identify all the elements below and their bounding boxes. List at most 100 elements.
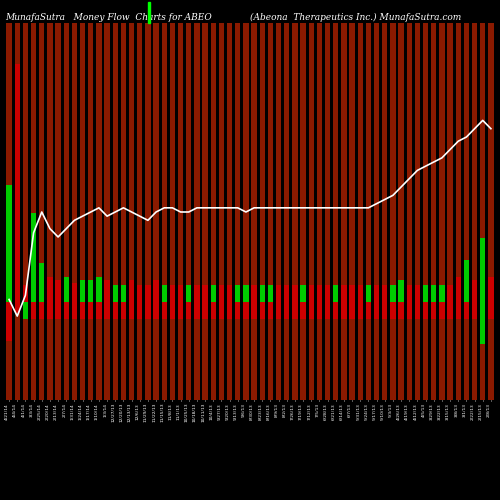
Bar	[350, 302, 354, 400]
Bar	[350, 286, 354, 302]
Bar	[6, 184, 12, 302]
Bar	[350, 22, 354, 302]
Bar	[96, 22, 102, 302]
Bar	[480, 22, 486, 302]
Bar	[39, 22, 44, 302]
Bar	[219, 302, 224, 319]
Bar	[170, 22, 175, 302]
Bar	[210, 302, 216, 319]
Bar	[276, 22, 281, 302]
Bar	[276, 302, 281, 400]
Bar	[186, 286, 192, 302]
Bar	[366, 286, 371, 302]
Bar	[194, 302, 200, 319]
Bar	[333, 22, 338, 302]
Bar	[202, 22, 207, 302]
Bar	[244, 286, 248, 302]
Bar	[121, 302, 126, 319]
Bar	[56, 302, 60, 319]
Bar	[464, 22, 469, 302]
Bar	[325, 286, 330, 302]
Bar	[178, 302, 183, 400]
Bar	[186, 22, 192, 302]
Bar	[104, 22, 110, 302]
Bar	[300, 286, 306, 302]
Bar	[374, 286, 379, 302]
Bar	[194, 286, 200, 302]
Bar	[235, 286, 240, 302]
Bar	[112, 22, 118, 302]
Bar	[488, 302, 494, 319]
Bar	[23, 302, 28, 319]
Bar	[284, 22, 290, 302]
Bar	[325, 302, 330, 400]
Bar	[456, 277, 461, 302]
Bar	[308, 302, 314, 319]
Bar	[80, 302, 85, 400]
Bar	[431, 22, 436, 302]
Bar	[448, 302, 452, 400]
Bar	[31, 302, 36, 400]
Bar	[244, 302, 248, 400]
Bar	[14, 302, 20, 314]
Bar	[440, 302, 444, 400]
Bar	[48, 302, 52, 400]
Bar	[80, 302, 85, 319]
Bar	[366, 22, 371, 302]
Bar	[456, 302, 461, 319]
Bar	[431, 286, 436, 302]
Bar	[235, 302, 240, 319]
Bar	[308, 286, 314, 302]
Bar	[39, 302, 44, 319]
Bar	[415, 302, 420, 400]
Bar	[104, 302, 110, 319]
Bar	[366, 302, 371, 400]
Bar	[56, 302, 60, 400]
Bar	[480, 302, 486, 344]
Bar	[374, 302, 379, 400]
Bar	[31, 212, 36, 302]
Bar	[390, 286, 396, 302]
Bar	[415, 22, 420, 302]
Bar	[366, 302, 371, 319]
Bar	[464, 260, 469, 302]
Bar	[227, 22, 232, 302]
Bar	[235, 302, 240, 400]
Bar	[333, 302, 338, 319]
Bar	[300, 302, 306, 400]
Bar	[48, 302, 52, 319]
Bar	[292, 302, 298, 400]
Bar	[423, 22, 428, 302]
Bar	[317, 22, 322, 302]
Bar	[6, 302, 12, 342]
Bar	[342, 302, 346, 400]
Bar	[268, 22, 273, 302]
Bar	[268, 286, 273, 302]
Bar	[382, 22, 388, 302]
Bar	[64, 277, 69, 302]
Bar	[39, 302, 44, 400]
Bar	[64, 22, 69, 302]
Bar	[374, 302, 379, 319]
Bar	[170, 302, 175, 400]
Bar	[186, 302, 192, 400]
Bar	[252, 302, 256, 400]
Bar	[88, 22, 94, 302]
Bar	[112, 302, 118, 319]
Bar	[260, 22, 265, 302]
Bar	[227, 302, 232, 319]
Bar	[325, 302, 330, 319]
Bar	[162, 302, 167, 319]
Bar	[210, 22, 216, 302]
Bar	[31, 22, 36, 302]
Bar	[121, 302, 126, 400]
Bar	[80, 280, 85, 302]
Bar	[56, 280, 60, 302]
Bar	[72, 282, 77, 302]
Bar	[137, 302, 142, 400]
Bar	[194, 302, 200, 400]
Bar	[317, 302, 322, 400]
Bar	[178, 286, 183, 302]
Bar	[317, 302, 322, 319]
Bar	[154, 280, 158, 302]
